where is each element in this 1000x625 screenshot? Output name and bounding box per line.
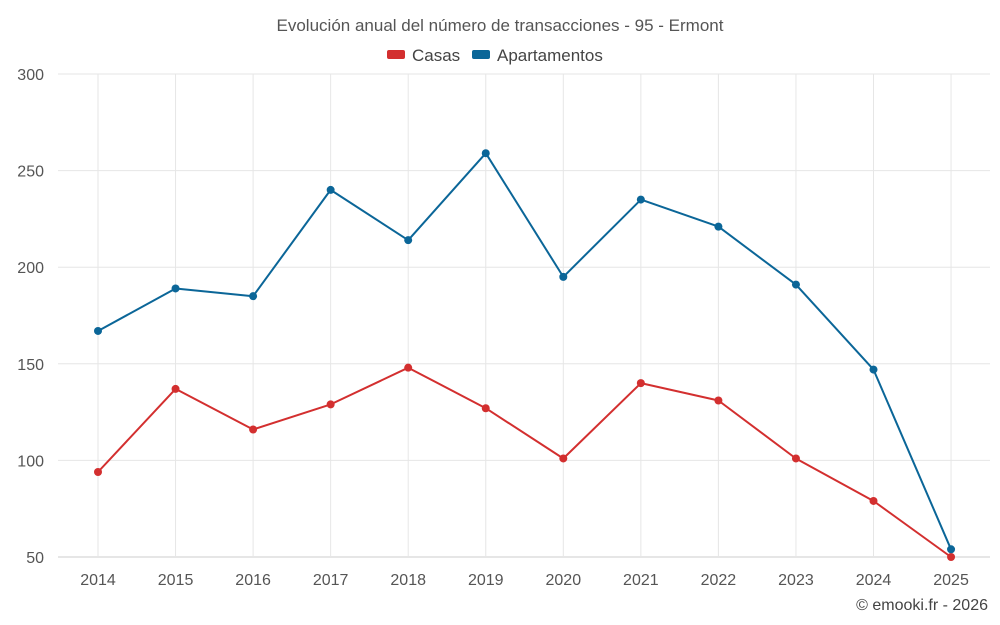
x-tick-label: 2016: [235, 572, 271, 589]
legend: Casas Apartamentos: [387, 46, 603, 65]
data-point-apartamentos[interactable]: [636, 195, 645, 204]
legend-item-casas[interactable]: Casas: [387, 46, 460, 65]
data-point-casas[interactable]: [249, 425, 258, 434]
x-tick-label: 2017: [313, 572, 349, 589]
series-line-apartamentos: [97, 152, 952, 550]
data-point-apartamentos[interactable]: [249, 292, 258, 301]
data-point-casas[interactable]: [481, 404, 490, 413]
legend-item-apartamentos[interactable]: Apartamentos: [472, 46, 603, 65]
data-point-casas[interactable]: [636, 379, 645, 388]
data-point-apartamentos[interactable]: [791, 280, 800, 289]
data-point-apartamentos[interactable]: [404, 236, 413, 245]
data-point-casas[interactable]: [171, 384, 180, 393]
data-point-casas[interactable]: [559, 454, 568, 463]
data-point-apartamentos[interactable]: [94, 326, 102, 335]
y-tick-label: 200: [17, 260, 44, 277]
x-tick-label: 2021: [623, 572, 659, 589]
credit-text: © emooki.fr - 2026: [856, 597, 988, 614]
grid: [58, 73, 990, 558]
data-point-apartamentos[interactable]: [947, 545, 956, 554]
series-line-casas: [97, 366, 952, 558]
x-tick-label: 2022: [701, 572, 737, 589]
x-tick-label: 2014: [80, 572, 116, 589]
x-tick-label: 2018: [390, 572, 426, 589]
y-tick-label: 300: [17, 67, 44, 84]
y-tick-label: 150: [17, 357, 44, 374]
data-point-apartamentos[interactable]: [869, 365, 878, 374]
x-tick-label: 2024: [856, 572, 892, 589]
x-tick-label: 2023: [778, 572, 814, 589]
data-point-casas[interactable]: [714, 396, 723, 405]
y-tick-label: 250: [17, 164, 44, 181]
data-point-apartamentos[interactable]: [326, 185, 335, 194]
data-point-apartamentos[interactable]: [714, 222, 723, 231]
data-point-apartamentos[interactable]: [171, 284, 180, 293]
data-point-casas[interactable]: [869, 496, 878, 505]
legend-label-casas: Casas: [412, 46, 460, 65]
y-axis-ticks: 50 100 150 200 250 300: [17, 67, 44, 567]
data-point-casas[interactable]: [791, 454, 800, 463]
x-tick-label: 2019: [468, 572, 504, 589]
data-point-casas[interactable]: [326, 400, 335, 409]
x-tick-label: 2025: [933, 572, 969, 589]
x-tick-label: 2015: [158, 572, 194, 589]
y-tick-label: 50: [26, 550, 44, 567]
series-casas: [94, 363, 956, 561]
series: [94, 149, 956, 561]
chart-title: Evolución anual del número de transaccio…: [277, 16, 724, 35]
data-point-casas[interactable]: [404, 363, 413, 372]
x-axis-ticks: 2014 2015 2016 2017 2018 2019 2020 2021 2022 2023…: [80, 572, 969, 589]
y-tick-label: 100: [17, 453, 44, 470]
data-point-casas[interactable]: [94, 467, 102, 476]
legend-swatch-apartamentos: [472, 50, 490, 59]
x-tick-label: 2020: [546, 572, 582, 589]
data-point-apartamentos[interactable]: [559, 272, 568, 281]
legend-label-apartamentos: Apartamentos: [497, 46, 603, 65]
data-point-casas[interactable]: [947, 553, 956, 561]
data-point-apartamentos[interactable]: [481, 149, 490, 158]
series-apartamentos: [94, 149, 956, 554]
legend-swatch-casas: [387, 50, 405, 59]
